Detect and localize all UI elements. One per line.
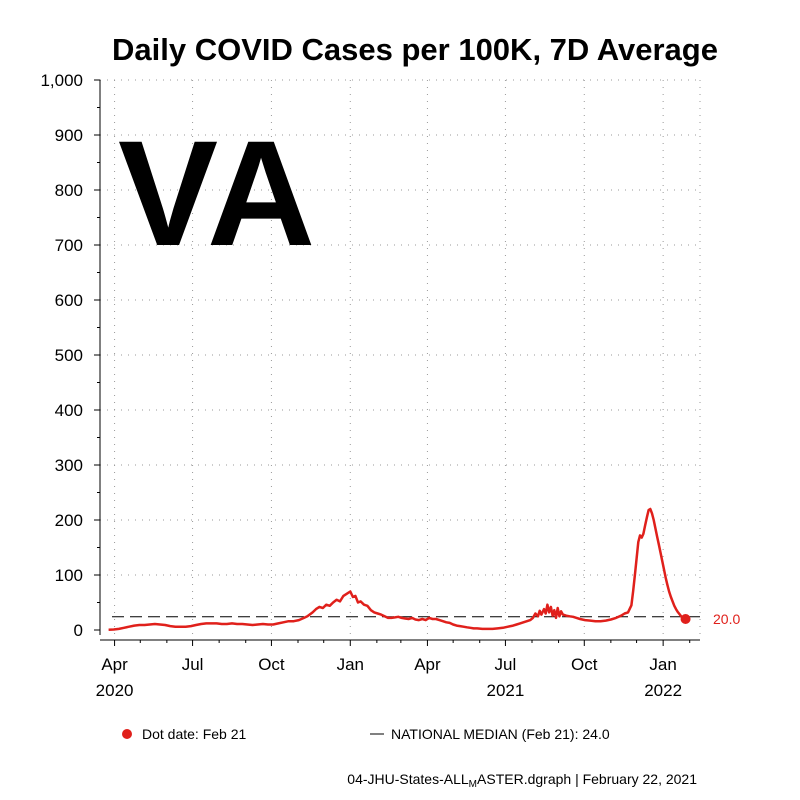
y-tick-label: 1,000 — [40, 71, 83, 90]
y-tick-label: 700 — [55, 236, 83, 255]
x-year-label: 2020 — [96, 681, 134, 700]
y-tick-label: 600 — [55, 291, 83, 310]
x-tick-label: Jul — [182, 655, 204, 674]
legend-dot-label: Dot date: Feb 21 — [142, 726, 247, 742]
chart-title: Daily COVID Cases per 100K, 7D Average — [112, 32, 718, 67]
x-year-label: 2022 — [644, 681, 682, 700]
x-tick-label: Apr — [414, 655, 441, 674]
x-axis: Apr 2020 Jul Oct Jan Apr Jul 2021 Oct Jan 2022 — [96, 639, 700, 700]
y-tick-label: 100 — [55, 566, 83, 585]
y-tick-label: 400 — [55, 401, 83, 420]
legend-dot-icon — [122, 729, 132, 739]
footer-subscript: M — [469, 779, 477, 790]
last-value-dot — [680, 614, 691, 624]
x-tick-label: Oct — [258, 655, 285, 674]
x-tick-label: Apr — [101, 655, 128, 674]
x-tick-label: Jul — [495, 655, 517, 674]
series-line-va — [108, 507, 686, 631]
y-axis: 0 100 200 300 400 500 600 700 800 900 1,000 — [40, 71, 101, 640]
x-tick-label: Jan — [649, 655, 676, 674]
legend-median-label: NATIONAL MEDIAN (Feb 21): 24.0 — [391, 726, 610, 742]
last-value-label: 20.0 — [713, 611, 740, 627]
grid — [100, 79, 701, 635]
x-year-label: 2021 — [487, 681, 525, 700]
footer-source: 04-JHU-States-ALLMASTER.dgraph | Februar… — [347, 771, 697, 790]
y-tick-label: 300 — [55, 456, 83, 475]
y-tick-label: 900 — [55, 126, 83, 145]
state-label: VA — [118, 109, 315, 277]
x-tick-label: Oct — [571, 655, 598, 674]
y-tick-label: 200 — [55, 511, 83, 530]
x-tick-label: Jan — [337, 655, 364, 674]
y-tick-label: 800 — [55, 181, 83, 200]
legend: Dot date: Feb 21 NATIONAL MEDIAN (Feb 21… — [122, 726, 610, 742]
y-tick-label: 500 — [55, 346, 83, 365]
footer-prefix: 04-JHU-States-ALL — [347, 771, 469, 787]
footer-suffix: ASTER.dgraph | February 22, 2021 — [477, 771, 697, 787]
y-tick-label: 0 — [74, 621, 83, 640]
